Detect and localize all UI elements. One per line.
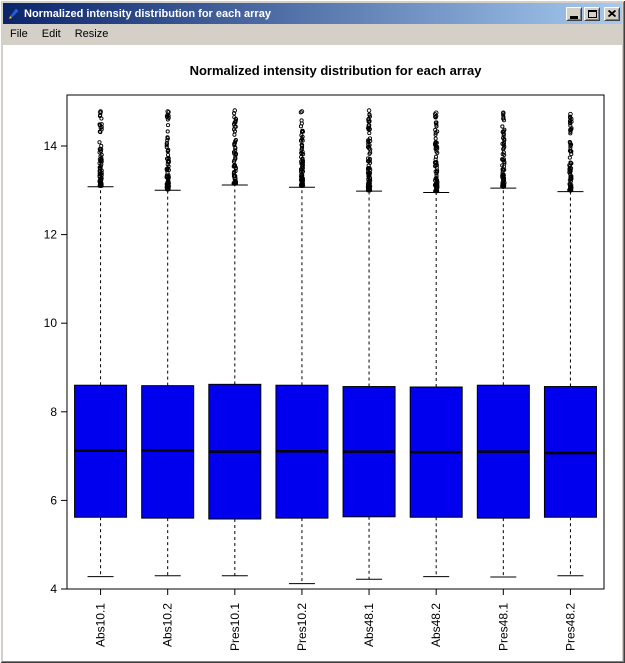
svg-text:Pres48.1: Pres48.1 [496,603,510,651]
maximize-icon [587,9,597,18]
window-icon [5,6,21,22]
menu-resize[interactable]: Resize [74,28,109,40]
boxplot-canvas: 4 6 8 10 12 14 Abs10.1 Abs10.2 Pres10.1 Pres10.2 A… [44,94,605,651]
minimize-button[interactable] [566,6,582,21]
svg-text:Abs10.2: Abs10.2 [161,603,175,647]
svg-text:Pres10.1: Pres10.1 [228,603,242,651]
svg-text:4: 4 [50,582,57,596]
svg-text:8: 8 [50,405,57,419]
svg-text:Abs48.1: Abs48.1 [362,603,376,647]
close-button[interactable] [604,6,620,21]
window-title: Normalized intensity distribution for ea… [24,7,271,20]
window-controls [566,6,620,21]
svg-text:10: 10 [44,316,58,330]
svg-text:Pres48.2: Pres48.2 [563,603,577,651]
close-icon [608,10,616,17]
minimize-icon [570,15,578,19]
menu-file[interactable]: File [10,28,28,40]
menu-edit[interactable]: Edit [41,28,61,40]
chart-title: Normalized intensity distribution for ea… [189,63,482,78]
menubar: File Edit Resize [3,24,622,45]
svg-text:12: 12 [44,228,58,242]
svg-text:Abs10.1: Abs10.1 [94,603,108,647]
svg-text:Pres10.2: Pres10.2 [295,603,309,651]
plot-client-area: Normalized intensity distribution for ea… [3,45,622,661]
titlebar[interactable]: Normalized intensity distribution for ea… [3,3,622,24]
maximize-button[interactable] [584,6,600,21]
svg-text:14: 14 [44,139,58,153]
svg-text:6: 6 [50,493,57,507]
svg-text:Abs48.2: Abs48.2 [429,603,443,647]
